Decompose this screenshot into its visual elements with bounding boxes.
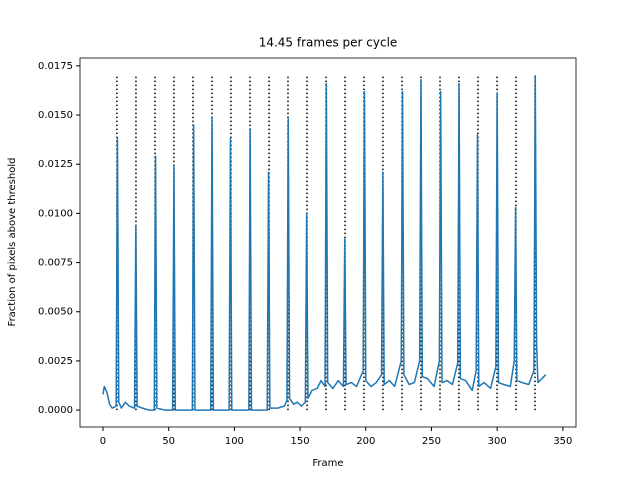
x-tick-label: 300	[488, 436, 507, 447]
y-tick-label: 0.0150	[38, 110, 73, 121]
x-tick-label: 350	[553, 436, 572, 447]
x-tick-label: 0	[100, 436, 106, 447]
plot-frame	[79, 57, 577, 428]
data-line	[102, 74, 547, 411]
x-tick-label: 250	[422, 436, 441, 447]
x-tick-label: 150	[291, 436, 310, 447]
y-tick-label: 0.0125	[38, 159, 73, 170]
y-tick-label: 0.0175	[38, 61, 73, 72]
y-axis-label: Fraction of pixels above threshold	[7, 158, 18, 327]
x-tick-label: 200	[356, 436, 375, 447]
y-tick-label: 0.0000	[38, 405, 73, 416]
y-tick-label: 0.0050	[38, 307, 73, 318]
x-tick-label: 100	[225, 436, 244, 447]
y-tick-label: 0.0100	[38, 208, 73, 219]
x-tick-label: 50	[162, 436, 175, 447]
y-tick-label: 0.0075	[38, 258, 73, 269]
x-axis-label: Frame	[312, 458, 343, 469]
y-tick-label: 0.0025	[38, 356, 73, 367]
chart-title: 14.45 frames per cycle	[259, 36, 398, 50]
